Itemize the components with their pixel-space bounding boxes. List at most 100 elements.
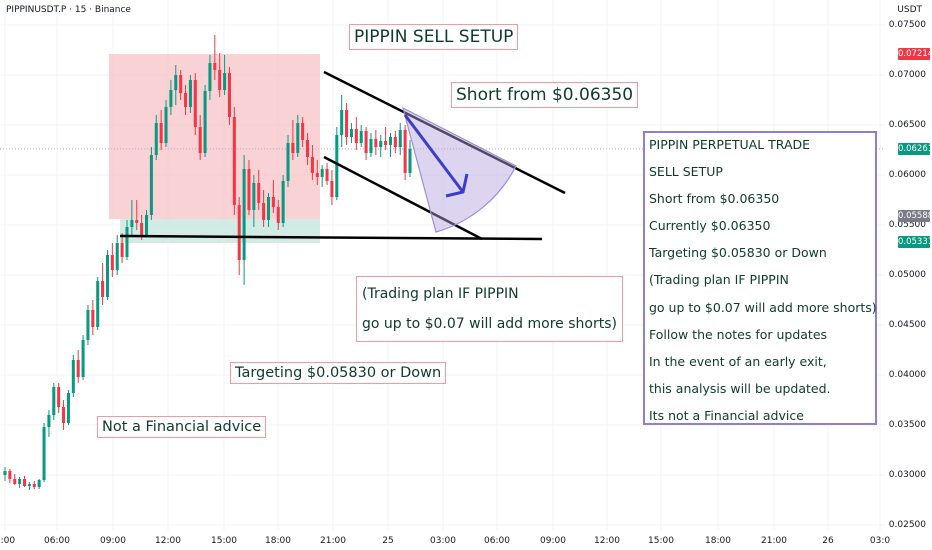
candle bbox=[384, 127, 388, 150]
time-tick-label: 15:00 bbox=[211, 536, 237, 546]
candle-body bbox=[32, 484, 36, 487]
candle bbox=[198, 115, 202, 160]
candle bbox=[135, 200, 139, 230]
candle-body bbox=[223, 73, 227, 90]
price-tick-label: 0.07500 bbox=[888, 20, 926, 30]
candle bbox=[359, 125, 363, 147]
candle-body bbox=[388, 137, 392, 145]
candle-body bbox=[345, 110, 349, 137]
candle-body bbox=[286, 143, 290, 181]
candle-body bbox=[291, 143, 295, 153]
candle-body bbox=[325, 169, 329, 181]
candle bbox=[125, 220, 129, 260]
candle-body bbox=[159, 123, 163, 143]
trading-plan-line-2: go up to $0.07 will add more shorts) bbox=[362, 316, 617, 332]
candle-body bbox=[105, 255, 109, 297]
candle bbox=[179, 70, 183, 100]
setup-title-note[interactable]: PIPPIN SELL SETUP bbox=[349, 24, 519, 50]
target-cone bbox=[402, 106, 517, 233]
candle-body bbox=[320, 169, 324, 177]
time-tick-label: 03:00 bbox=[430, 536, 456, 546]
candle bbox=[130, 200, 134, 235]
panel-line: Targeting $0.05830 or Down bbox=[649, 245, 827, 261]
candle bbox=[159, 110, 163, 150]
support-zone bbox=[120, 219, 320, 243]
candle bbox=[262, 190, 266, 227]
candle-body bbox=[257, 183, 261, 203]
price-badge: 0.06261 bbox=[898, 142, 932, 155]
candle-body bbox=[393, 137, 397, 147]
price-tick-label: 0.04500 bbox=[888, 320, 926, 330]
symbol-label[interactable]: PIPPINUSDT.P · 15 · Binance bbox=[6, 5, 131, 15]
candle bbox=[227, 67, 231, 125]
candle-body bbox=[179, 75, 183, 93]
resistance-zone bbox=[109, 54, 320, 219]
short-from-note[interactable]: Short from $0.06350 bbox=[451, 82, 639, 108]
candle-body bbox=[271, 197, 275, 207]
candle-body bbox=[227, 73, 231, 117]
candle-body bbox=[232, 117, 236, 205]
time-tick-label: 15:00 bbox=[648, 536, 674, 546]
candle-body bbox=[198, 127, 202, 153]
candle bbox=[115, 235, 119, 275]
candle bbox=[3, 467, 7, 481]
price-tick-label: 0.05000 bbox=[888, 270, 926, 280]
targeting-note[interactable]: Targeting $0.05830 or Down bbox=[230, 362, 447, 384]
candle-body bbox=[203, 91, 207, 153]
candle bbox=[242, 155, 246, 285]
candle bbox=[208, 55, 212, 100]
candle-body bbox=[359, 131, 363, 143]
candle-body bbox=[42, 427, 46, 480]
time-tick-label: 06:00 bbox=[44, 536, 70, 546]
candle bbox=[291, 120, 295, 160]
time-tick-label: 03:0 bbox=[869, 536, 891, 546]
candle-body bbox=[252, 183, 256, 210]
candle-body bbox=[384, 141, 388, 145]
candle bbox=[184, 85, 188, 115]
candle-body bbox=[242, 169, 246, 260]
time-tick-label: 25 bbox=[382, 536, 394, 546]
trade-summary-panel[interactable]: PIPPIN PERPETUAL TRADE SELL SETUP Short … bbox=[643, 131, 877, 425]
candle-body bbox=[144, 215, 149, 235]
trading-plan-note[interactable]: (Trading plan IF PIPPIN go up to $0.07 w… bbox=[356, 276, 623, 342]
candle bbox=[144, 210, 149, 237]
disclaimer-note[interactable]: Not a Financial advice bbox=[97, 416, 267, 438]
support-line bbox=[119, 234, 543, 241]
candle-body bbox=[149, 155, 153, 215]
panel-line: this analysis will be updated. bbox=[649, 380, 831, 396]
candle bbox=[101, 263, 105, 305]
candle-body bbox=[306, 140, 310, 157]
candle-body bbox=[193, 80, 197, 127]
candle bbox=[379, 135, 383, 157]
candle-body bbox=[13, 479, 17, 484]
candle bbox=[47, 410, 51, 437]
candle bbox=[174, 65, 178, 105]
candle bbox=[52, 383, 56, 420]
candle bbox=[37, 479, 41, 489]
candle-body bbox=[296, 123, 300, 153]
candle-body bbox=[120, 243, 124, 257]
candle-body bbox=[81, 340, 85, 377]
candle bbox=[213, 35, 217, 80]
candle-body bbox=[135, 220, 139, 223]
candle-body bbox=[52, 387, 56, 415]
candle-body bbox=[115, 243, 119, 270]
time-tick-label: 21:00 bbox=[761, 536, 787, 546]
candle-body bbox=[369, 139, 373, 153]
candle bbox=[232, 107, 236, 215]
candle bbox=[315, 160, 319, 185]
candle bbox=[247, 160, 251, 215]
candle-body bbox=[379, 141, 383, 147]
price-tick-label: 0.03000 bbox=[888, 470, 926, 480]
candle-body bbox=[184, 93, 188, 107]
candle bbox=[340, 95, 344, 147]
candle bbox=[169, 80, 173, 115]
candle-body bbox=[237, 205, 241, 260]
candle bbox=[306, 133, 310, 165]
time-tick-label: 09:00 bbox=[540, 536, 566, 546]
candle bbox=[8, 469, 12, 483]
candle bbox=[388, 133, 392, 157]
candle-body bbox=[218, 70, 222, 90]
candle bbox=[325, 163, 329, 185]
